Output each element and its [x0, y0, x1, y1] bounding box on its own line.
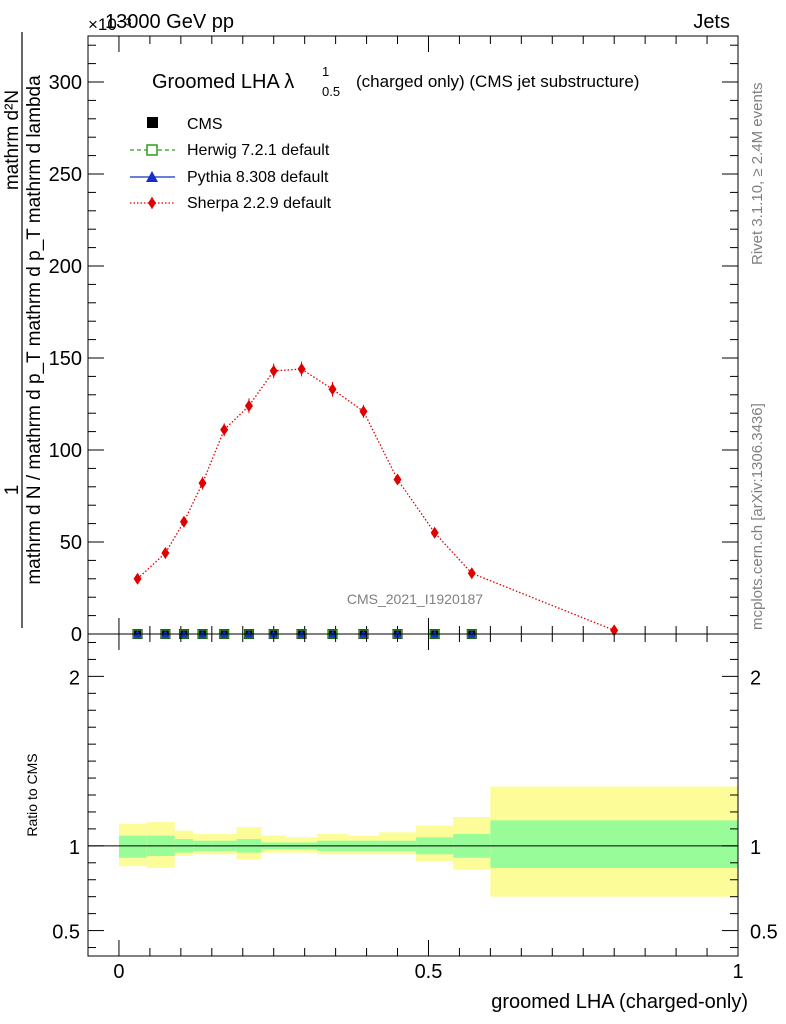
sherpa-point [297, 363, 306, 376]
ratio-xtick-label: 0.5 [415, 961, 443, 983]
sherpa-point [198, 477, 207, 490]
main-ytick-label: 150 [49, 348, 82, 370]
analysis-watermark: CMS_2021_I1920187 [347, 591, 483, 607]
ratio-y-axis: 0.5 0.5 1 1 2 2 [52, 641, 778, 949]
sherpa-point [133, 572, 142, 585]
main-ytick-label: 300 [49, 72, 82, 94]
sherpa-point [359, 405, 368, 418]
sherpa-series-line [137, 368, 615, 631]
title-sup: 1 [322, 64, 329, 79]
sherpa-point [179, 515, 188, 528]
sherpa-point [430, 526, 439, 539]
main-ytick-label: 50 [60, 532, 82, 554]
ratio-ytick-label-right: 2 [750, 667, 761, 689]
legend-label-cms: CMS [187, 116, 223, 133]
main-x-axis [118, 36, 739, 634]
ylabel-denominator: mathrm d N / mathrm d p_T mathrm d p_T m… [24, 75, 45, 585]
ratio-ylabel: Ratio to CMS [24, 753, 40, 836]
main-y-axis: 0 50 100 150 200 250 300 [49, 44, 738, 646]
ratio-xtick-label: 0 [113, 961, 124, 983]
main-plot-frame [87, 35, 739, 635]
sherpa-point [220, 423, 229, 436]
ratio-ytick-label: 0.5 [52, 922, 80, 944]
sherpa-point [467, 567, 476, 580]
ratio-band-inner [118, 835, 147, 858]
process-label: Jets [693, 11, 730, 33]
legend-cms-marker [147, 117, 158, 128]
main-ytick-label: 0 [71, 624, 82, 646]
scale-exponent: ×10⁻³ [88, 15, 132, 34]
ylabel-numerator: 1 [2, 485, 23, 496]
ratio-ytick-label-right: 1 [750, 837, 761, 859]
rivet-label: Rivet 3.1.10, ≥ 2.4M events [749, 83, 766, 266]
mcplots-label: mcplots.cern.ch [arXiv:1306.3436] [749, 403, 766, 630]
sherpa-point [393, 473, 402, 486]
legend-label-herwig: Herwig 7.2.1 default [187, 142, 330, 159]
ratio-x-axis: 0 0.5 1 [113, 634, 744, 983]
main-ylabel: 1 mathrm d N / mathrm d p_T mathrm d p_T… [2, 32, 45, 628]
title-sub: 0.5 [322, 84, 340, 99]
ratio-xtick-label: 1 [732, 961, 743, 983]
ratio-ytick-label: 1 [69, 837, 80, 859]
title-main: Groomed LHA λ [152, 71, 294, 93]
sherpa-point [269, 364, 278, 377]
legend-label-pythia: Pythia 8.308 default [187, 169, 329, 186]
sherpa-point [161, 547, 170, 560]
main-ytick-label: 200 [49, 256, 82, 278]
title-suffix: (charged only) (CMS jet substructure) [356, 72, 639, 91]
ylabel-top: mathrm d²N [2, 90, 23, 190]
sherpa-point [328, 383, 337, 396]
legend-sherpa-marker [148, 197, 156, 209]
legend: CMS Herwig 7.2.1 default Pythia 8.308 de… [130, 116, 332, 212]
energy-label: 13000 GeV pp [105, 11, 234, 33]
ratio-xlabel: groomed LHA (charged-only) [491, 991, 748, 1013]
sherpa-point [610, 624, 619, 637]
ratio-ytick-label: 2 [69, 667, 80, 689]
sherpa-point [244, 399, 253, 412]
legend-herwig-marker [146, 144, 158, 156]
main-ytick-label: 100 [49, 440, 82, 462]
legend-label-sherpa: Sherpa 2.2.9 default [187, 195, 332, 212]
ratio-ytick-label-right: 0.5 [750, 922, 778, 944]
main-ytick-label: 250 [49, 164, 82, 186]
plot-title: Groomed LHA λ 1 0.5 (charged only) (CMS … [152, 64, 639, 99]
legend-pythia-marker [146, 171, 158, 182]
ratio-bands [88, 786, 738, 897]
ratio-band-inner [490, 820, 738, 868]
